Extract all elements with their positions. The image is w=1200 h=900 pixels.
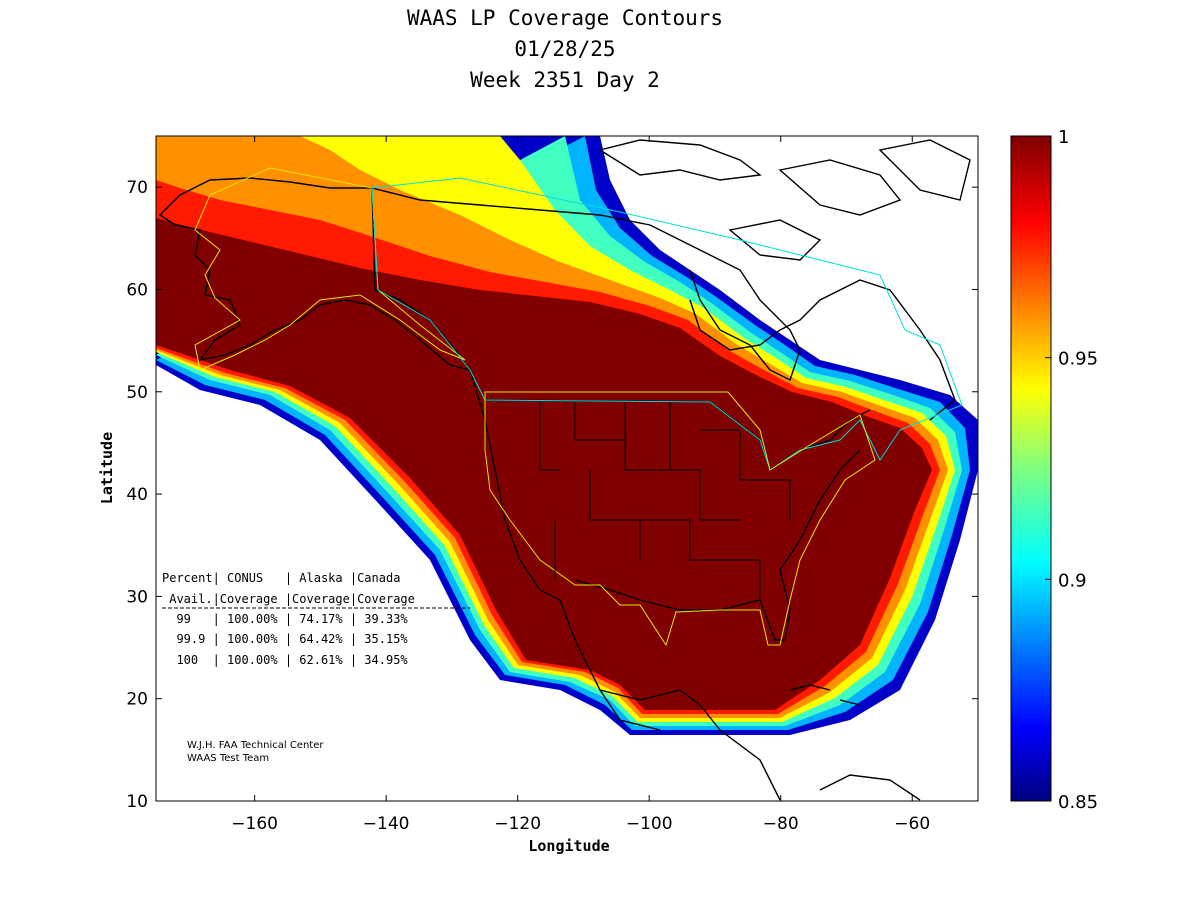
stats-header-2: Avail.|Coverage |Coverage|Coverage [162,592,415,606]
x-tick-label: −100 [626,814,673,834]
canada-outline [371,177,963,471]
coastlines [158,139,971,801]
credit-line-1: W.J.H. FAA Technical Center [187,740,324,751]
region-outlines [194,167,963,647]
x-tick-label: −80 [763,814,799,834]
colorbar-tick-label: 1 [1058,127,1069,148]
chart-week-day: Week 2351 Day 2 [470,68,660,92]
y-tick-label: 10 [126,792,148,812]
stats-header-1: Percent| CONUS | Alaska |Canada [162,571,400,585]
y-tick-label: 40 [126,485,148,505]
x-tick-label: −60 [894,814,930,834]
x-axis: −160 −140 −120 −100 −80 −60 [231,136,930,834]
colorbar-ticks: 1 0.95 0.9 0.85 [1045,127,1098,813]
y-tick-label: 50 [126,383,148,403]
y-tick-label: 20 [126,690,148,710]
y-axis: 10 20 30 40 50 60 70 [126,178,978,812]
credit-line-2: WAAS Test Team [187,753,269,764]
stats-row-99-9: 99.9 | 100.00% | 64.42% | 35.15% [162,632,408,646]
colorbar-tick-label: 0.85 [1058,792,1098,813]
colorbar-tick-label: 0.95 [1058,349,1098,370]
colorbar-tick-label: 0.9 [1058,570,1087,591]
x-tick-label: −160 [231,814,278,834]
coverage-stats-table: Percent| CONUS | Alaska |Canada Avail.|C… [162,571,470,667]
chart-title: WAAS LP Coverage Contours [406,6,724,30]
plot-frame [155,135,979,802]
contour-band-100 [156,218,932,710]
stats-row-99: 99 | 100.00% | 74.17% | 39.33% [162,612,408,626]
x-axis-label: Longitude [528,837,609,855]
y-tick-label: 70 [126,178,148,198]
x-tick-label: −120 [494,814,541,834]
state-borders [539,402,791,600]
colorbar [1010,135,1052,802]
conus-outline [484,391,876,647]
y-axis-label: Latitude [98,432,116,504]
y-tick-label: 30 [126,587,148,607]
chart-date: 01/28/25 [514,37,616,61]
x-tick-label: −140 [363,814,410,834]
stats-row-100: 100 | 100.00% | 62.61% | 34.95% [162,653,408,667]
y-tick-label: 60 [126,280,148,300]
